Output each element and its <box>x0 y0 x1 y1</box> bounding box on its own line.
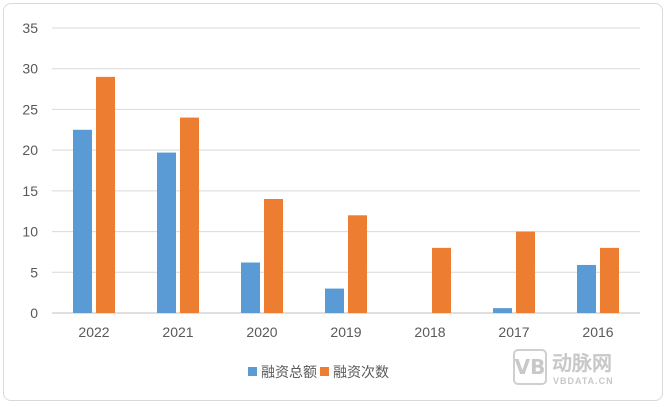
bar-total-2016 <box>577 264 596 313</box>
bar-count-2022 <box>96 76 115 313</box>
x-tick-label: 2020 <box>246 324 277 340</box>
bar-total-2017 <box>493 308 512 313</box>
watermark-subtitle: VBDATA.CN <box>553 376 614 386</box>
bar-total-2020 <box>241 262 260 313</box>
legend: 融资总额 融资次数 <box>248 365 389 381</box>
y-tick-label: 0 <box>30 305 38 321</box>
x-tick-label: 2021 <box>162 324 193 340</box>
watermark-title: 动脉网 <box>552 351 612 375</box>
bars <box>73 76 619 313</box>
bar-total-2021 <box>157 152 176 313</box>
x-axis-ticks: 2022 2021 2020 2019 2018 2017 2016 <box>78 324 613 340</box>
x-tick-label: 2022 <box>78 324 109 340</box>
bar-count-2020 <box>264 199 283 313</box>
watermark-logo-icon <box>513 349 547 385</box>
bar-count-2017 <box>516 231 535 313</box>
bar-count-2018 <box>432 247 451 313</box>
bar-total-2019 <box>325 288 344 313</box>
gridlines <box>52 27 640 314</box>
y-axis-ticks: 0 5 10 15 20 25 30 35 <box>22 20 38 321</box>
x-tick-label: 2016 <box>582 324 613 340</box>
y-tick-label: 10 <box>22 224 38 240</box>
legend-label: 融资次数 <box>333 365 389 381</box>
x-tick-label: 2019 <box>330 324 361 340</box>
watermark-logo: VB 动脉网 VBDATA.CN <box>513 349 614 386</box>
y-tick-label: 15 <box>22 183 38 199</box>
bar-count-2016 <box>600 247 619 313</box>
y-tick-label: 5 <box>30 264 38 280</box>
bar-count-2021 <box>180 117 199 313</box>
legend-swatch <box>248 367 257 376</box>
x-tick-label: 2018 <box>414 324 445 340</box>
watermark-logo-letters: VB <box>515 355 546 379</box>
bar-total-2022 <box>73 129 92 313</box>
y-tick-label: 20 <box>22 142 38 158</box>
x-tick-label: 2017 <box>498 324 529 340</box>
legend-swatch <box>320 367 329 376</box>
y-tick-label: 25 <box>22 101 38 117</box>
y-tick-label: 30 <box>22 61 38 77</box>
bar-count-2019 <box>348 215 367 313</box>
legend-label: 融资总额 <box>261 365 317 381</box>
y-tick-label: 35 <box>22 20 38 36</box>
